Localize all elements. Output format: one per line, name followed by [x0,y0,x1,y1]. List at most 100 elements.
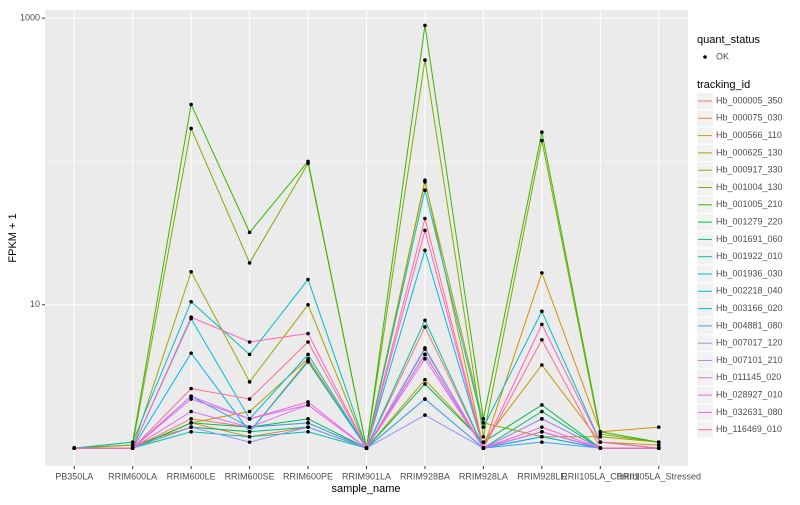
data-point [481,421,486,425]
data-point [189,394,193,399]
legend-label: Hb_000005_350 [716,95,783,105]
data-point [423,397,427,401]
data-point [540,337,544,342]
legend-title: quant_status [697,34,760,46]
data-point [364,446,369,450]
data-point [306,429,310,434]
data-point [423,325,427,329]
data-point [423,318,427,323]
data-point [306,360,310,364]
legend-key [703,55,707,59]
legend-label: Hb_000075_030 [716,113,783,123]
legend-label: Hb_001936_030 [716,268,783,278]
legend-label: Hb_001005_210 [716,199,783,209]
data-point [306,277,310,282]
data-point [247,230,252,235]
data-point [306,421,310,425]
y-tick-label: 1000 [20,13,40,23]
data-point [189,102,193,107]
legend-label: Hb_000625_130 [716,147,783,157]
data-point [306,403,310,407]
data-point [598,440,603,444]
data-point [540,271,544,275]
data-point [189,126,193,131]
grid [45,10,688,466]
legend-label: Hb_116469_010 [716,424,782,434]
data-point [247,340,252,344]
data-point [656,440,661,444]
data-point [656,443,661,447]
data-point [72,446,77,450]
data-point [423,413,427,417]
legend-label: Hb_002218_040 [716,286,783,296]
marks [72,23,661,450]
data-point [306,340,310,344]
data-point [423,23,427,28]
data-point [189,299,193,304]
x-tick-label: RRIM600PE [283,471,333,481]
legend-label: Hb_004881_080 [716,320,783,330]
data-point [540,429,544,434]
data-point [481,425,486,429]
data-point [189,425,193,429]
data-point [598,434,603,439]
data-point [247,380,252,384]
data-point [540,409,544,414]
x-tick-label: PB350LA [55,471,93,481]
x-tick-label: RRIM600LE [167,471,216,481]
legend-label: Hb_000917_330 [716,165,783,175]
data-point [540,309,544,314]
data-point [423,58,427,62]
x-tick-label: RRIM928LA [459,471,508,481]
data-point [247,429,252,434]
data-point [247,397,252,401]
data-point [247,440,252,444]
data-point [423,188,427,193]
data-point [423,248,427,253]
data-point [423,346,427,350]
data-point [306,425,310,429]
data-point [130,443,135,447]
data-point [423,377,427,382]
legend-label: Hb_032631_080 [716,407,783,417]
data-point [423,180,427,184]
data-point [189,429,193,434]
data-point [247,434,252,439]
data-point [481,440,486,444]
y-tick-label: 10 [30,299,40,309]
data-point [540,417,544,421]
legend-label: Hb_007017_120 [716,338,783,348]
data-point [598,446,603,450]
data-point [423,228,427,233]
legend-label: Hb_007101_210 [716,355,783,365]
data-point [656,425,661,429]
data-point [481,417,486,421]
x-tick-label: RRIM901LA [342,471,391,481]
x-tick-label: RRIM928LE [517,471,566,481]
data-point [540,425,544,429]
data-point [540,138,544,143]
legend-label: Hb_001279_220 [716,216,783,226]
data-point [306,400,310,404]
data-point [306,352,310,357]
x-tick-label: RRII105LA_Control [561,471,639,481]
legend-label: Hb_001004_130 [716,182,783,192]
legend-label: Hb_028927_010 [716,389,783,399]
x-tick-label: RRIM600LA [108,471,157,481]
legend-label: Hb_001922_010 [716,251,783,261]
data-point [247,409,252,414]
data-point [189,421,193,425]
data-point [189,315,193,319]
data-point [540,403,544,407]
x-axis-title: sample_name [331,483,400,495]
data-point [540,130,544,135]
data-point [189,386,193,391]
data-point [306,356,310,361]
data-point [189,351,193,355]
data-point [247,425,252,429]
data-point [189,409,193,414]
legend-label: Hb_011145_020 [716,372,781,382]
data-point [540,440,544,444]
x-tick-label: RRIM928BA [400,471,450,481]
